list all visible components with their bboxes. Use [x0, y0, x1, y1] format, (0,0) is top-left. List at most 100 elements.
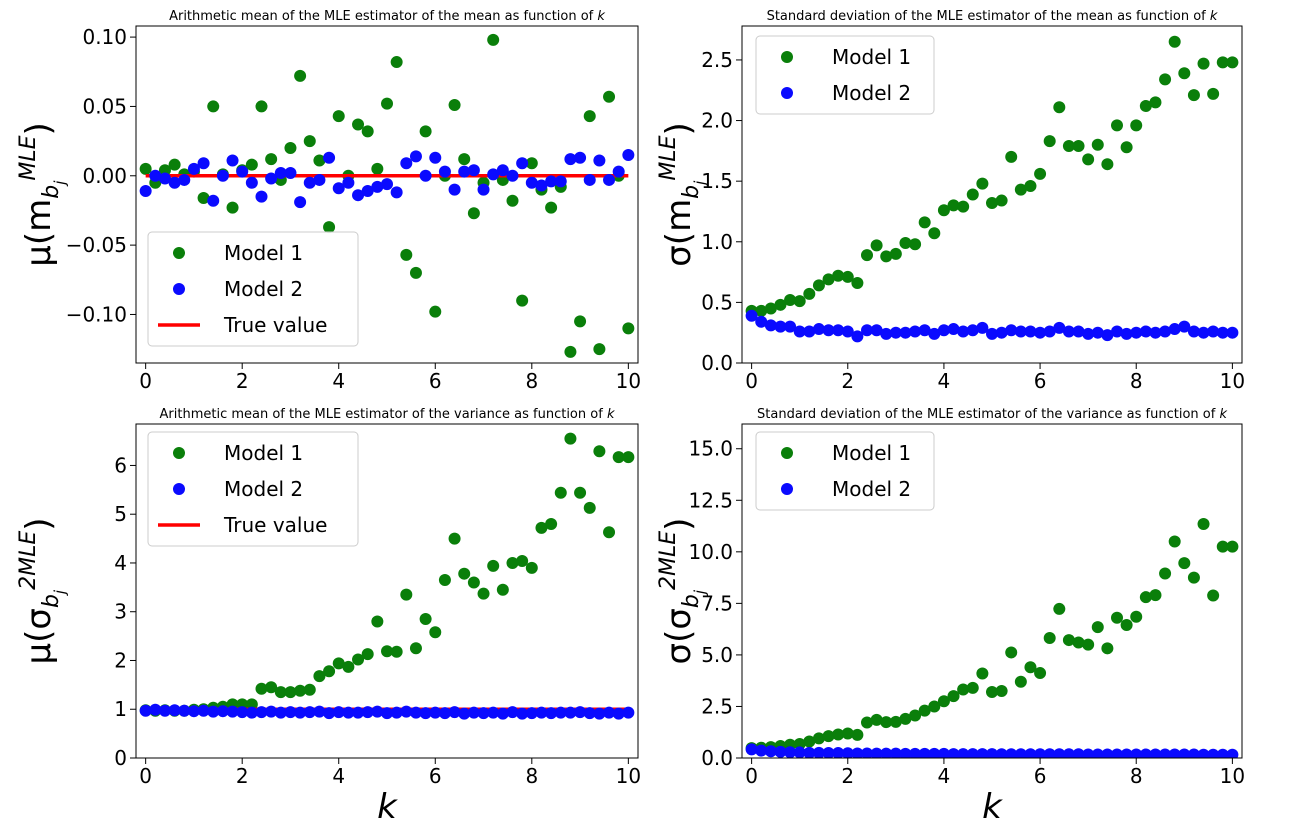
model-1-point: [496, 583, 509, 596]
model-1-point: [294, 684, 307, 697]
model-2-point: [841, 325, 854, 338]
model-2-point: [197, 704, 210, 717]
x-tick-label: 2: [841, 369, 854, 393]
model-1-point: [1062, 140, 1075, 153]
model-2-point: [918, 324, 931, 337]
model-1-point: [995, 194, 1008, 207]
model-1-point: [622, 451, 635, 464]
model-1-point: [545, 201, 558, 214]
model-1-point: [909, 709, 922, 722]
model-2-point: [149, 169, 162, 182]
model-1-point: [1111, 119, 1123, 132]
y-axis-label: μ(mbjMLE): [16, 122, 69, 267]
model-1-point: [1014, 675, 1027, 688]
model-2-point: [1168, 748, 1181, 758]
x-tick-label: 4: [938, 764, 951, 788]
model-1-point: [1226, 56, 1239, 69]
model-2-point: [1197, 326, 1210, 339]
model-1-point: [265, 681, 278, 694]
model-2-point: [793, 746, 806, 758]
model-1-point: [1101, 642, 1114, 655]
model-2-point: [1226, 326, 1239, 339]
model-2-point: [429, 706, 442, 719]
model-1-point: [1226, 540, 1239, 553]
model-2-point: [1149, 326, 1162, 339]
model-2-point: [448, 706, 461, 719]
model-1-point: [793, 737, 806, 750]
y-tick-label: −0.05: [66, 233, 127, 257]
panel-title: Arithmetic mean of the MLE estimator of …: [169, 9, 605, 24]
model-1-point: [593, 445, 606, 458]
y-tick-label: 7.5: [701, 591, 733, 615]
model-2-point: [178, 173, 191, 186]
axes-frame: [135, 25, 639, 364]
model-2-point: [745, 309, 758, 322]
x-tick-label: 6: [429, 369, 442, 393]
y-tick-label: 0.0: [701, 351, 733, 375]
model-2-point: [841, 747, 854, 758]
model-2-point: [149, 703, 162, 716]
model-2-point: [784, 320, 797, 333]
model-2-point: [1120, 748, 1133, 758]
chart-panel-3: Arithmetic mean of the MLE estimator of …: [16, 407, 641, 824]
model-2-point: [245, 176, 258, 189]
model-2-point: [899, 326, 912, 339]
model-2-point: [574, 151, 587, 164]
x-tick-label: 8: [1130, 369, 1143, 393]
model-2-point: [880, 327, 893, 340]
x-tick-label: 4: [938, 369, 951, 393]
model-1-point: [400, 248, 413, 261]
model-1-point: [467, 576, 480, 589]
model-2-point: [1091, 326, 1104, 339]
model-1-point: [294, 69, 307, 82]
legend: Model 1 Model 2 True value: [147, 431, 359, 547]
model-1-point: [593, 343, 606, 356]
model-2-point: [899, 747, 912, 758]
model-2-point: [1197, 748, 1210, 758]
model-1-point: [957, 200, 970, 213]
model-2-point: [467, 706, 480, 719]
model-1-point: [545, 517, 558, 530]
model-2-point: [1178, 320, 1191, 333]
model-2-point: [1024, 325, 1037, 338]
legend-label: Model 1: [224, 241, 303, 265]
model-2-point: [622, 706, 635, 719]
model-1-point: [861, 716, 873, 729]
model-2-point: [1159, 748, 1172, 758]
model-2-point: [313, 173, 326, 186]
model-1-point: [1187, 89, 1200, 102]
model-2-point: [612, 707, 625, 720]
model-2-point: [1149, 748, 1162, 758]
model-2-point: [593, 707, 606, 720]
y-axis-label: μ(σbj2MLE): [16, 518, 69, 665]
model-1-point: [947, 199, 960, 212]
model-2-point: [197, 157, 210, 170]
model-2-point: [303, 176, 316, 189]
x-tick-label: 10: [1220, 764, 1245, 788]
legend: Model 1 Model 2: [755, 431, 935, 511]
legend-label: Model 1: [832, 441, 911, 465]
model-2-point: [342, 176, 355, 189]
model-1-point: [583, 110, 596, 123]
y-tick-label: 0.0: [701, 746, 733, 770]
model-2-point: [400, 157, 413, 170]
model-1-point: [1207, 87, 1220, 100]
model-2-point: [1082, 748, 1095, 758]
model-1-point: [525, 561, 538, 574]
model-2-point: [255, 706, 268, 719]
model-1-point: [603, 90, 616, 103]
model-2-point: [603, 706, 616, 719]
model-2-point: [1216, 748, 1229, 758]
model-1-point: [139, 162, 152, 175]
model-2-point: [1111, 325, 1123, 338]
chart-panel-2: Standard deviation of the MLE estimator …: [656, 9, 1245, 393]
model-1-point: [832, 728, 845, 741]
model-2-point: [1139, 748, 1152, 758]
model-2-point: [458, 165, 471, 178]
model-1-point: [870, 239, 883, 252]
model-1-point: [274, 686, 287, 699]
model-2-point: [1091, 748, 1104, 758]
model-2-point: [861, 747, 873, 758]
model-1-point: [755, 304, 768, 317]
